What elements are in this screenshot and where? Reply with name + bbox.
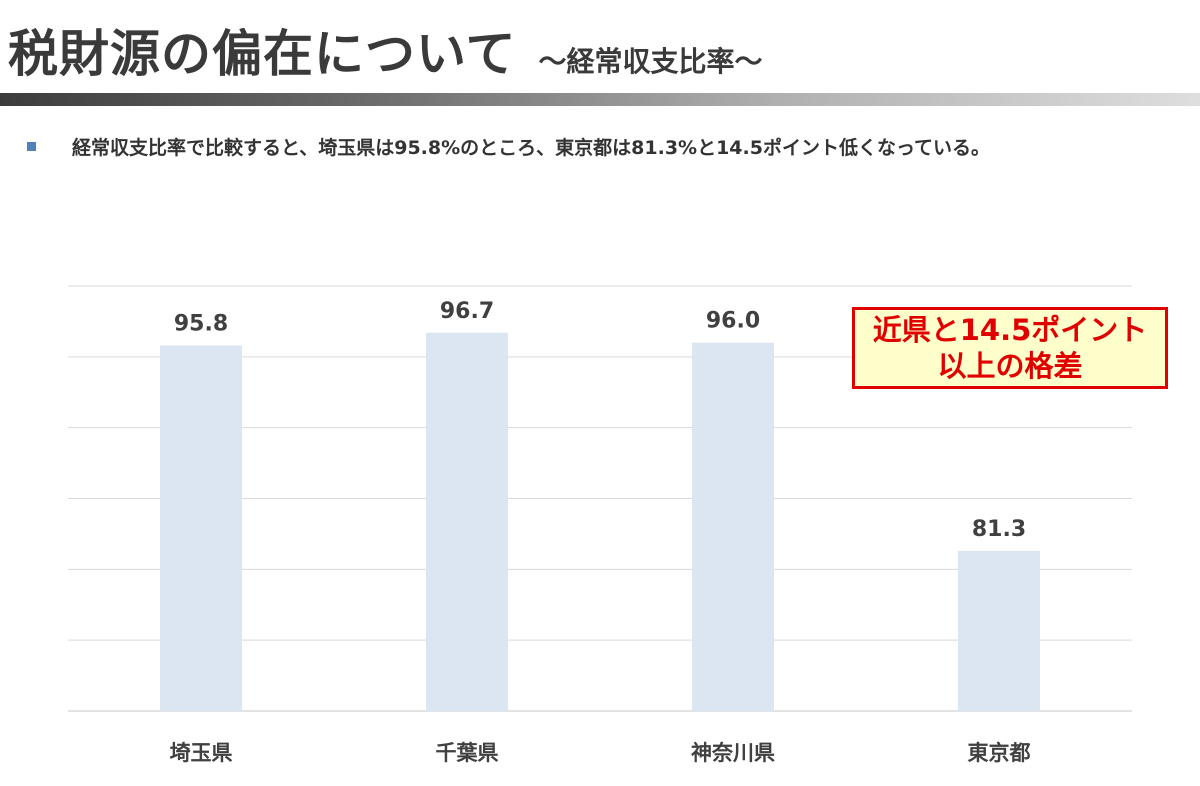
page-title-row: 税財源の偏在について ～経常収支比率～ bbox=[8, 14, 763, 84]
bar-1 bbox=[160, 345, 242, 711]
bar-4 bbox=[958, 550, 1040, 711]
bar-value-label: 96.0 bbox=[706, 309, 760, 334]
callout-line-2: 以上の格差 bbox=[937, 349, 1083, 383]
summary-bullet-text: 経常収支比率で比較すると、埼玉県は95.8%のところ、東京都は81.3%と14.… bbox=[72, 137, 991, 159]
bar-3 bbox=[692, 342, 774, 711]
callout-line-1: 近県と14.5ポイント bbox=[872, 313, 1148, 347]
bar-2 bbox=[426, 332, 508, 711]
gap-callout-box: 近県と14.5ポイント 以上の格差 bbox=[852, 307, 1168, 389]
page-subtitle: ～経常収支比率～ bbox=[538, 45, 763, 78]
bar-value-label: 95.8 bbox=[174, 312, 228, 337]
category-label: 東京都 bbox=[968, 741, 1031, 765]
category-label: 神奈川県 bbox=[691, 741, 775, 765]
bullet-square-icon bbox=[27, 142, 36, 151]
bar-value-label: 81.3 bbox=[972, 517, 1026, 542]
title-underline-bar bbox=[0, 93, 1200, 106]
page-title: 税財源の偏在について bbox=[8, 25, 517, 83]
bar-value-label: 96.7 bbox=[440, 299, 494, 324]
category-label: 埼玉県 bbox=[170, 741, 233, 765]
category-label: 千葉県 bbox=[436, 741, 499, 765]
